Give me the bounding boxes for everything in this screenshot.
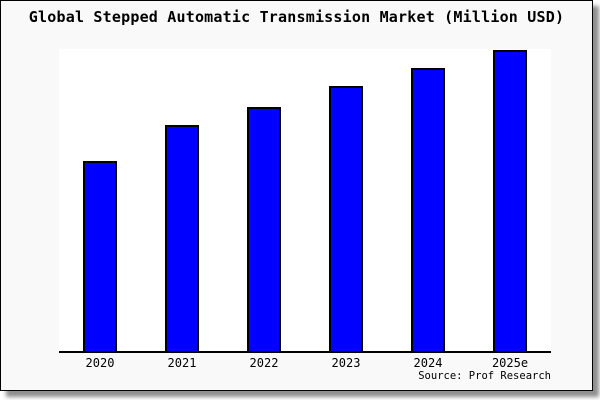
plot-area [59,49,551,353]
chart-title: Global Stepped Automatic Transmission Ma… [28,8,565,26]
bar-slot-2024 [387,49,469,351]
bar-2025e [493,49,527,351]
bar-slot-2020 [59,49,141,351]
bar-slot-2023 [305,49,387,351]
bar-slot-2025e [469,49,551,351]
bar-slot-2021 [141,49,223,351]
bar-2022 [247,107,281,351]
source-note: Source: Prof Research [418,370,551,382]
x-label-2021: 2021 [167,356,197,370]
bar-2023 [329,86,363,351]
x-label-2020: 2020 [85,356,115,370]
bars-row [59,49,551,351]
bar-slot-2022 [223,49,305,351]
x-label-2022: 2022 [249,356,279,370]
bar-2024 [411,67,445,351]
x-label-2024: 2024 [413,356,443,370]
x-label-2023: 2023 [331,356,361,370]
x-axis-labels: 2020 2021 2022 2023 2024 2025e [59,356,551,370]
chart-frame: Global Stepped Automatic Transmission Ma… [0,0,593,391]
bar-2021 [165,125,199,351]
bar-2020 [83,161,117,351]
x-label-2025e: 2025e [491,356,529,370]
